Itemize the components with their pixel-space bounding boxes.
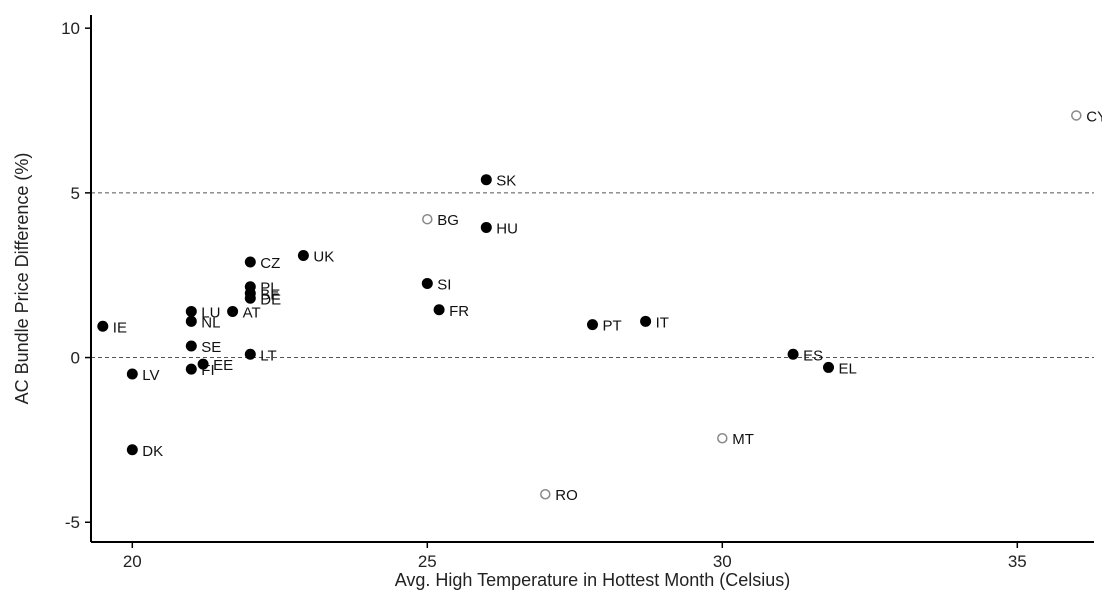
- point-marker: [433, 304, 445, 316]
- point-label: LT: [260, 347, 276, 364]
- point-label: LV: [142, 367, 159, 384]
- x-axis-ticks: 20 25 30 35: [123, 542, 1027, 571]
- point-label: PL: [260, 280, 278, 297]
- point-marker: [787, 348, 799, 360]
- y-axis-title: AC Bundle Price Difference (%): [12, 153, 32, 405]
- data-point-ie: IE: [97, 319, 127, 336]
- point-marker: [540, 488, 551, 500]
- point-marker: [185, 363, 197, 375]
- x-tick-label: 20: [123, 552, 142, 571]
- point-marker: [297, 249, 309, 261]
- point-label: DE: [260, 291, 281, 308]
- point-label: LU: [201, 304, 220, 321]
- point-label: AT: [243, 304, 261, 321]
- data-point-pt: PT: [587, 318, 622, 335]
- data-point-cz: CZ: [244, 255, 280, 272]
- data-point-de: DE: [244, 291, 281, 308]
- point-label: HU: [496, 220, 518, 237]
- data-point-sk: SK: [480, 173, 516, 190]
- data-point-lv: LV: [126, 367, 160, 384]
- point-marker: [197, 358, 209, 370]
- data-point-mt: MT: [717, 431, 754, 448]
- reference-lines: [91, 192, 1094, 359]
- data-point-dk: DK: [126, 443, 163, 460]
- y-tick-label: 5: [71, 184, 80, 203]
- point-label: BG: [437, 212, 459, 229]
- data-point-nl: NL: [185, 314, 220, 331]
- point-label: EE: [213, 357, 233, 374]
- point-marker: [422, 213, 433, 225]
- data-point-uk: UK: [297, 248, 334, 265]
- point-marker: [421, 277, 433, 289]
- data-point-bg: BG: [422, 212, 459, 229]
- data-point-ee: EE: [197, 357, 233, 374]
- y-tick-label: -5: [65, 513, 80, 532]
- data-point-hu: HU: [480, 220, 518, 237]
- x-tick-label: 35: [1008, 552, 1027, 571]
- data-point-it: IT: [640, 314, 669, 331]
- point-marker: [126, 444, 138, 456]
- point-label: BE: [260, 286, 280, 303]
- point-label: EL: [839, 360, 857, 377]
- point-label: CY: [1086, 108, 1102, 125]
- point-marker: [717, 432, 728, 444]
- point-marker: [823, 361, 834, 373]
- point-label: IE: [113, 319, 127, 336]
- point-marker: [185, 315, 197, 327]
- point-marker: [244, 348, 256, 360]
- point-marker: [244, 292, 256, 304]
- x-tick-label: 30: [713, 552, 732, 571]
- point-marker: [587, 319, 598, 331]
- data-points: IELVDKLUNLSEFIEEATCZPLBEDELTUKSIFRSKHUPT…: [97, 108, 1102, 504]
- point-label: FR: [449, 303, 469, 320]
- point-label: CZ: [260, 255, 280, 272]
- point-label: ES: [803, 347, 823, 364]
- point-marker: [227, 305, 239, 317]
- point-label: PT: [603, 318, 622, 335]
- y-tick-label: 10: [61, 19, 80, 38]
- data-point-lu: LU: [185, 304, 220, 321]
- point-marker: [480, 221, 492, 233]
- point-label: UK: [313, 248, 334, 265]
- x-axis-title: Avg. High Temperature in Hottest Month (…: [395, 570, 791, 590]
- point-marker: [185, 305, 197, 317]
- point-label: SK: [496, 173, 516, 190]
- data-point-si: SI: [421, 276, 451, 293]
- point-label: DK: [142, 443, 163, 460]
- point-label: MT: [732, 431, 754, 448]
- x-tick-label: 25: [418, 552, 437, 571]
- data-point-es: ES: [787, 347, 823, 364]
- point-marker: [185, 340, 197, 352]
- data-point-ro: RO: [540, 487, 578, 504]
- point-label: RO: [555, 487, 578, 504]
- y-tick-label: 0: [71, 349, 80, 368]
- point-label: SE: [201, 339, 221, 356]
- point-label: IT: [656, 314, 669, 331]
- point-marker: [97, 320, 109, 332]
- axes: [90, 15, 1094, 543]
- point-marker: [640, 315, 652, 327]
- data-point-se: SE: [185, 339, 221, 356]
- data-point-at: AT: [227, 304, 261, 321]
- point-marker: [126, 368, 138, 380]
- data-point-fr: FR: [433, 303, 469, 320]
- point-label: NL: [201, 314, 220, 331]
- point-marker: [1071, 110, 1082, 121]
- data-point-cy: CY: [1071, 108, 1102, 125]
- data-point-el: EL: [823, 360, 857, 377]
- point-label: SI: [437, 276, 451, 293]
- y-axis-ticks: -5 0 5 10: [61, 19, 91, 532]
- point-marker: [480, 174, 492, 186]
- point-marker: [244, 256, 256, 268]
- data-point-lt: LT: [244, 347, 277, 364]
